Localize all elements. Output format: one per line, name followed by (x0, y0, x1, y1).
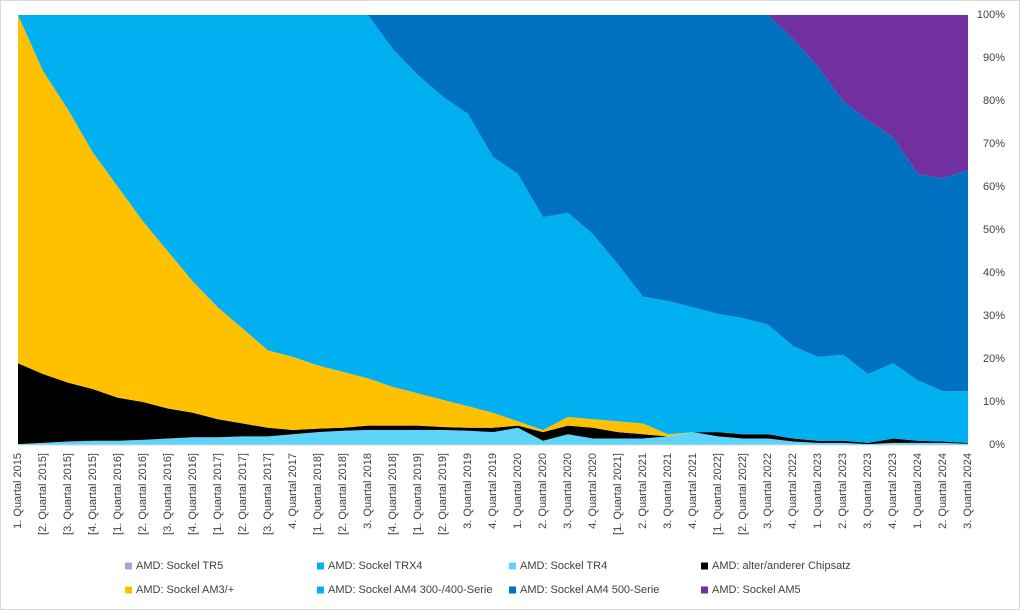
y-tick-label: 20% (983, 353, 1005, 365)
x-tick-label: [3. Quartal 2016] (162, 453, 174, 535)
legend-swatch (317, 562, 324, 570)
x-tick-label: 4. Quartal 2022 (787, 453, 799, 529)
y-tick-label: 40% (983, 267, 1005, 279)
x-tick-label: 2. Quartal 2021 (637, 453, 649, 529)
x-tick-label: 3. Quartal 2020 (562, 453, 574, 529)
y-tick-label: 30% (983, 310, 1005, 322)
legend-swatch (125, 562, 132, 570)
legend-label: AMD: Sockel TRX4 (328, 560, 423, 572)
x-tick-label: [4. Quartal 2016] (187, 453, 199, 535)
y-tick-label: 70% (983, 138, 1005, 150)
x-tick-label: [1. Quartal 2021] (612, 453, 624, 535)
x-tick-label: 1. Quartal 2020 (512, 453, 524, 529)
x-tick-label: 4. Quartal 2023 (887, 453, 899, 529)
x-tick-label: [1. Quartal 2016] (112, 453, 124, 535)
x-tick-label: [2. Quartal 2018] (337, 453, 349, 535)
legend-label: AMD: alter/anderer Chipsatz (712, 560, 851, 572)
y-tick-label: 80% (983, 95, 1005, 107)
x-tick-label: [4. Quartal 2015] (87, 453, 99, 535)
x-tick-label: [1. Quartal 2019] (412, 453, 424, 535)
x-tick-label: 1. Quartal 2023 (812, 453, 824, 529)
x-tick-label: 1. Quartal 2015 (12, 453, 24, 529)
y-tick-label: 0% (989, 439, 1005, 451)
x-tick-label: 1. Quartal 2024 (912, 453, 924, 529)
x-tick-label: 4. Quartal 2019 (487, 453, 499, 529)
x-tick-label: [1. Quartal 2018] (312, 453, 324, 535)
legend-label: AMD: Sockel AM4 500-Serie (520, 584, 659, 596)
legend-swatch (701, 562, 708, 570)
x-tick-label: 3. Quartal 2021 (662, 453, 674, 529)
x-tick-label: 2. Quartal 2024 (937, 453, 949, 529)
x-tick-label: [1. Quartal 2017] (212, 453, 224, 535)
x-tick-label: 3. Quartal 2023 (862, 453, 874, 529)
x-tick-label: 3. Quartal 2018 (362, 453, 374, 529)
x-tick-label: [2. Quartal 2019] (437, 453, 449, 535)
legend-swatch (509, 562, 516, 570)
area (18, 363, 968, 445)
legend-label: AMD: Sockel AM5 (712, 584, 801, 596)
y-tick-label: 100% (977, 9, 1005, 21)
x-tick-label: [3. Quartal 2017] (262, 453, 274, 535)
area (18, 15, 968, 443)
area (18, 15, 968, 392)
x-tick-label: [2. Quartal 2016] (137, 453, 149, 535)
legend-label: AMD: Sockel TR5 (136, 560, 223, 572)
legend-label: AMD: Sockel AM3/+ (136, 584, 234, 596)
legend-swatch (701, 586, 708, 594)
legend-swatch (125, 586, 132, 594)
x-tick-label: 4. Quartal 2020 (587, 453, 599, 529)
x-tick-label: 4. Quartal 2021 (687, 453, 699, 529)
area (18, 15, 968, 179)
legend-label: AMD: Sockel AM4 300-/400-Serie (328, 584, 492, 596)
x-tick-label: 3. Quartal 2022 (762, 453, 774, 529)
legend-swatch (317, 586, 324, 594)
x-tick-label: 3. Quartal 2024 (962, 453, 974, 529)
y-tick-label: 50% (983, 224, 1005, 236)
y-tick-label: 10% (983, 396, 1005, 408)
x-tick-label: 3. Quartal 2019 (462, 453, 474, 529)
x-tick-label: [2. Quartal 2015] (37, 453, 49, 535)
x-tick-label: [3. Quartal 2015] (62, 453, 74, 535)
x-tick-label: [2. Quartal 2017] (237, 453, 249, 535)
x-tick-label: 2. Quartal 2023 (837, 453, 849, 529)
x-tick-label: 4. Quartal 2017 (287, 453, 299, 529)
x-tick-label: 2. Quartal 2020 (537, 453, 549, 529)
x-tick-label: [1. Quartal 2022] (712, 453, 724, 535)
x-tick-label: [2. Quartal 2022] (737, 453, 749, 535)
legend-swatch (509, 586, 516, 594)
x-tick-label: [4. Quartal 2018] (387, 453, 399, 535)
y-tick-label: 60% (983, 181, 1005, 193)
legend-label: AMD: Sockel TR4 (520, 560, 607, 572)
y-tick-label: 90% (983, 52, 1005, 64)
area (18, 427, 968, 445)
